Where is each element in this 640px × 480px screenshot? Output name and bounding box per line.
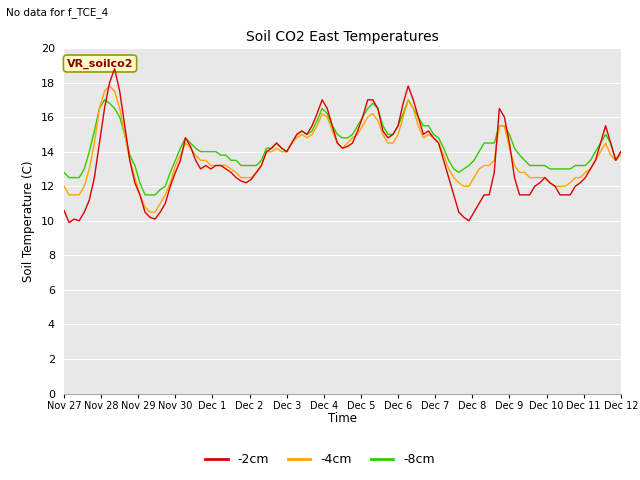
Text: No data for f_TCE_4: No data for f_TCE_4 [6, 7, 109, 18]
Text: VR_soilco2: VR_soilco2 [67, 59, 133, 69]
Title: Soil CO2 East Temperatures: Soil CO2 East Temperatures [246, 30, 439, 44]
X-axis label: Time: Time [328, 412, 357, 425]
Y-axis label: Soil Temperature (C): Soil Temperature (C) [22, 160, 35, 282]
Legend: -2cm, -4cm, -8cm: -2cm, -4cm, -8cm [200, 448, 440, 471]
